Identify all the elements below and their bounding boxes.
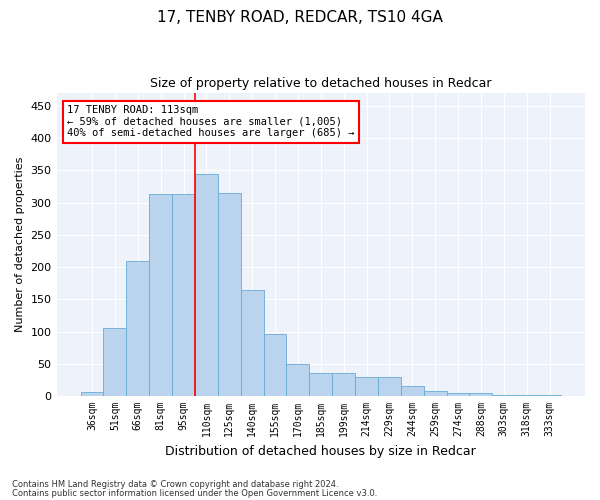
Bar [493,395,515,396]
Bar [286,364,310,396]
Bar [195,174,218,396]
Text: Contains public sector information licensed under the Open Government Licence v3: Contains public sector information licen… [12,489,377,498]
Bar [424,391,446,396]
Bar [355,378,378,396]
Bar [103,328,127,396]
Bar [172,194,195,396]
Text: Contains HM Land Registry data © Crown copyright and database right 2024.: Contains HM Land Registry data © Crown c… [12,480,338,489]
Bar [80,392,103,396]
Text: 17, TENBY ROAD, REDCAR, TS10 4GA: 17, TENBY ROAD, REDCAR, TS10 4GA [157,10,443,25]
Bar [332,374,355,396]
X-axis label: Distribution of detached houses by size in Redcar: Distribution of detached houses by size … [166,444,476,458]
Bar [218,193,241,396]
Bar [241,290,263,396]
Bar [401,386,424,396]
Bar [446,393,469,396]
Bar [310,374,332,396]
Bar [149,194,172,396]
Title: Size of property relative to detached houses in Redcar: Size of property relative to detached ho… [150,78,491,90]
Bar [378,378,401,396]
Bar [127,260,149,396]
Bar [469,393,493,396]
Y-axis label: Number of detached properties: Number of detached properties [15,157,25,332]
Text: 17 TENBY ROAD: 113sqm
← 59% of detached houses are smaller (1,005)
40% of semi-d: 17 TENBY ROAD: 113sqm ← 59% of detached … [67,105,355,138]
Bar [263,334,286,396]
